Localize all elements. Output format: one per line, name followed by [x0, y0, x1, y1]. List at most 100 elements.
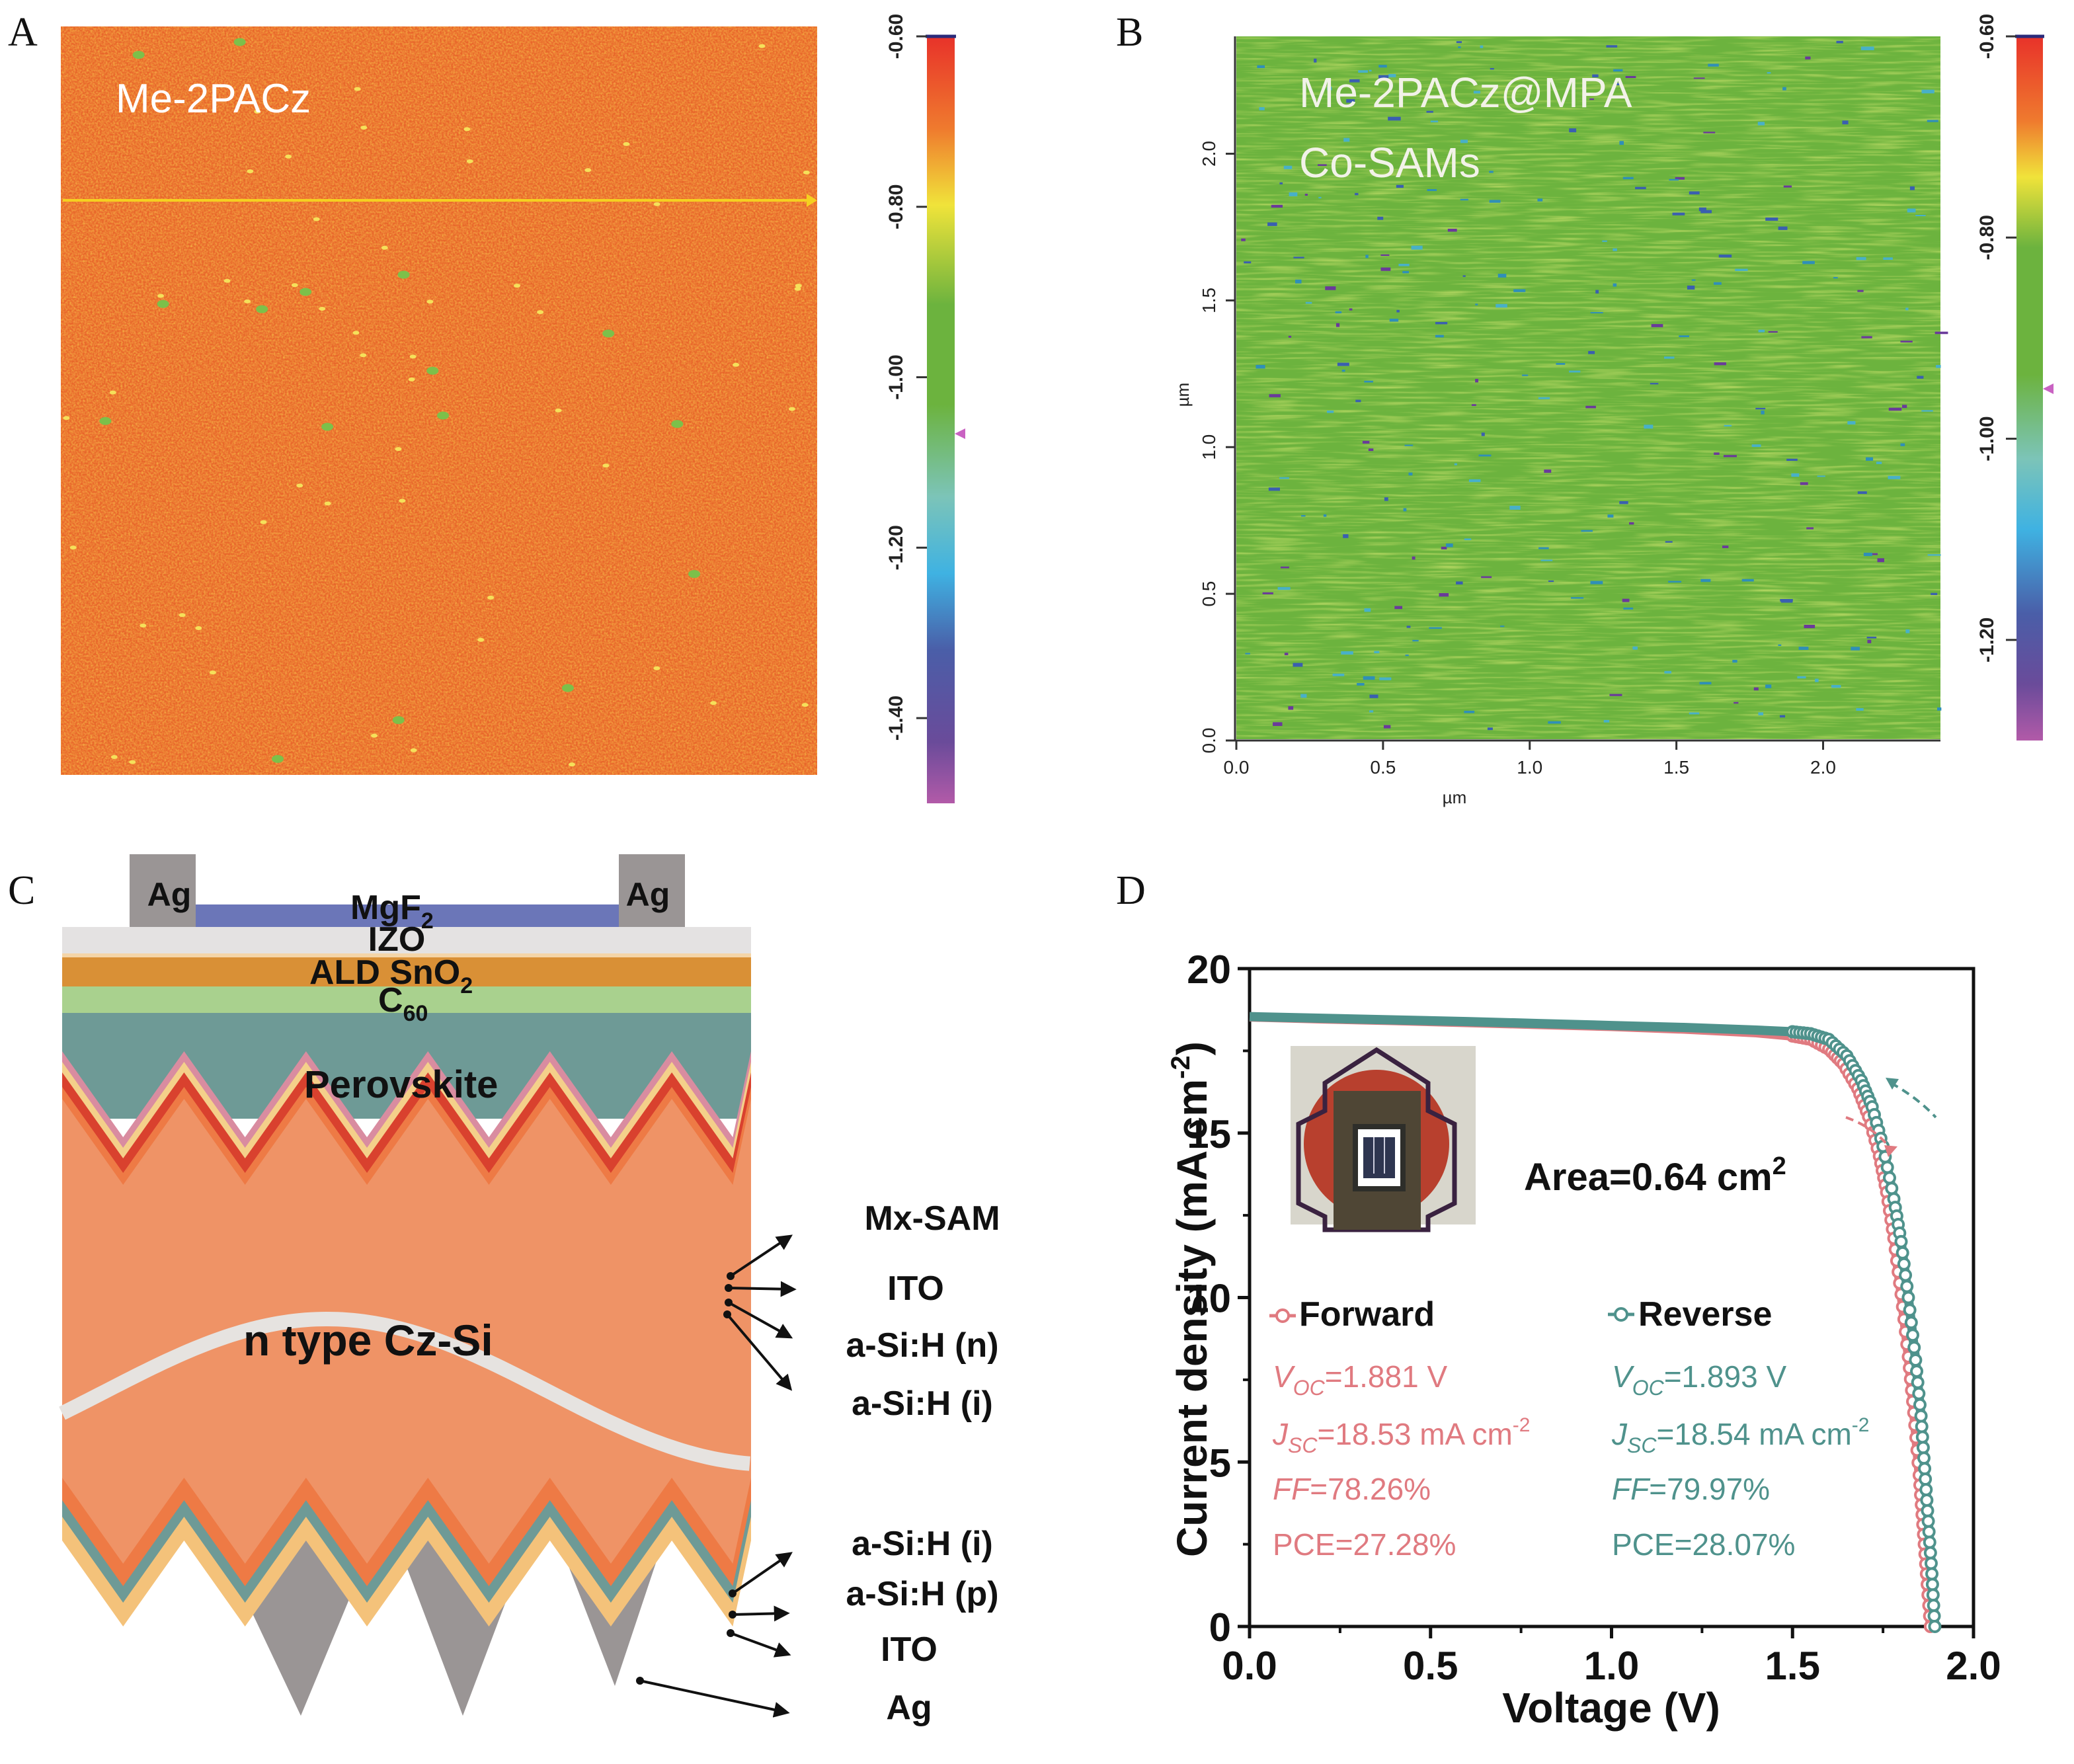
afm-speckle — [1346, 99, 1355, 103]
afm-speckle — [1464, 710, 1475, 713]
afm-speckle — [1456, 41, 1462, 44]
callout-label: ITO — [887, 1269, 944, 1308]
afm-speckle — [1326, 411, 1334, 413]
x-tick-label: 1.5 — [1765, 1644, 1820, 1688]
afm-speckle — [1277, 586, 1291, 590]
afm-speckle — [1496, 303, 1507, 308]
afm-speckle — [671, 420, 684, 428]
afm-speckle — [1778, 644, 1782, 646]
afm-speckle — [321, 422, 334, 431]
ag-contact-right — [619, 854, 685, 927]
afm-speckle — [1909, 186, 1915, 190]
afm-speckle — [1388, 116, 1401, 121]
afm-speckle — [1369, 694, 1378, 698]
ag-left-label: Ag — [147, 876, 192, 913]
afm-speckle — [1430, 120, 1439, 123]
afm-speckle — [1365, 255, 1369, 259]
afm-speckle — [1917, 376, 1924, 379]
afm-speckle — [1349, 79, 1360, 83]
afm-speckle — [1900, 443, 1905, 446]
afm-speckle — [1475, 303, 1478, 305]
afm-speckle — [233, 38, 246, 46]
colorbar-tick-label: -1.20 — [1976, 618, 1998, 662]
afm-speckle — [1364, 608, 1371, 612]
afm-speckle — [1668, 581, 1682, 583]
afm-speckle — [1447, 228, 1457, 232]
panel-a-colorbar — [927, 36, 955, 803]
c60-label: C60 — [378, 981, 428, 1026]
afm-speckle — [1540, 559, 1553, 561]
afm-speckle — [1318, 196, 1322, 199]
afm-speckle — [1468, 479, 1481, 483]
y-tick-label: 5 — [1209, 1441, 1231, 1485]
afm-speckle — [1802, 261, 1815, 264]
data-point — [1899, 1268, 1913, 1282]
afm-speckle — [463, 127, 471, 132]
x-axis-label: Voltage (V) — [1502, 1684, 1720, 1732]
afm-speckle — [1927, 120, 1938, 122]
afm-speckle — [1343, 534, 1349, 538]
data-point — [1915, 1420, 1929, 1433]
y-tick-label: 20 — [1187, 947, 1231, 992]
afm-speckle — [1755, 407, 1766, 410]
afm-speckle — [1388, 73, 1396, 77]
afm-speckle — [1625, 75, 1636, 79]
afm-speckle — [209, 670, 216, 675]
afm-speckle — [1337, 362, 1349, 366]
afm-speckle — [1936, 364, 1941, 368]
afm-speckle — [623, 141, 630, 146]
afm-speckle — [1921, 410, 1933, 412]
data-point — [1915, 1430, 1929, 1444]
afm-speckle — [1791, 473, 1800, 477]
afm-speckle — [1651, 324, 1663, 327]
afm-speckle — [1603, 719, 1610, 723]
afm-speckle — [1613, 283, 1617, 287]
afm-speckle — [1613, 69, 1623, 72]
afm-speckle — [1851, 647, 1860, 651]
callout-label: Ag — [886, 1689, 932, 1727]
data-point — [1897, 1257, 1911, 1271]
afm-speckle — [1689, 191, 1700, 195]
panel-b-afm-map: Me-2PACz@MPA Co-SAMs 0.0 0.5 1.0 1.5 2.00.00… — [1173, 14, 2054, 807]
data-point — [1900, 1279, 1914, 1293]
afm-speckle — [1460, 198, 1468, 201]
data-point — [1920, 1493, 1934, 1507]
afm-speckle — [1435, 322, 1448, 325]
afm-speckle — [1398, 263, 1410, 266]
callout-arrow-icon — [639, 1679, 790, 1718]
afm-speckle — [1613, 248, 1617, 251]
afm-speckle — [1380, 267, 1391, 271]
silicon-wafer-wave — [59, 1311, 750, 1471]
izo-sno2-interface — [62, 953, 751, 957]
afm-speckle — [1590, 311, 1603, 313]
afm-speckle — [477, 637, 485, 642]
afm-speckle — [1622, 177, 1634, 180]
afm-speckle — [1405, 654, 1409, 657]
afm-speckle — [1489, 200, 1501, 203]
afm-speckle — [1300, 694, 1307, 698]
afm-speckle — [1861, 336, 1872, 339]
afm-speckle — [1866, 457, 1874, 461]
legend-forward: Forward — [1269, 1295, 1435, 1334]
afm-speckle — [1672, 212, 1685, 216]
ag-right-label: Ag — [626, 876, 670, 913]
afm-speckle — [1556, 362, 1566, 365]
afm-speckle — [1877, 558, 1884, 563]
colorbar-tick-label: -1.00 — [885, 354, 907, 399]
afm-speckle — [247, 169, 254, 173]
afm-speckle — [1619, 141, 1624, 145]
afm-speckle — [1384, 497, 1388, 501]
panel-c-device-schematic: Ag Ag MgF2 IZO ALD SnO2 C60 Perovskite n… — [59, 854, 1000, 1727]
afm-speckle — [788, 407, 795, 411]
afm-speckle — [1905, 307, 1909, 311]
afm-speckle — [1815, 678, 1819, 682]
afm-speckle — [1606, 45, 1618, 48]
x-tick-label: 0.5 — [1370, 757, 1396, 778]
data-point — [1925, 1578, 1939, 1591]
afm-speckle — [1905, 629, 1910, 633]
afm-speckle — [1256, 364, 1265, 369]
afm-speckle — [1548, 721, 1561, 724]
afm-speckle — [794, 286, 801, 291]
afm-speckle — [1780, 599, 1793, 602]
afm-speckle — [1394, 606, 1403, 610]
